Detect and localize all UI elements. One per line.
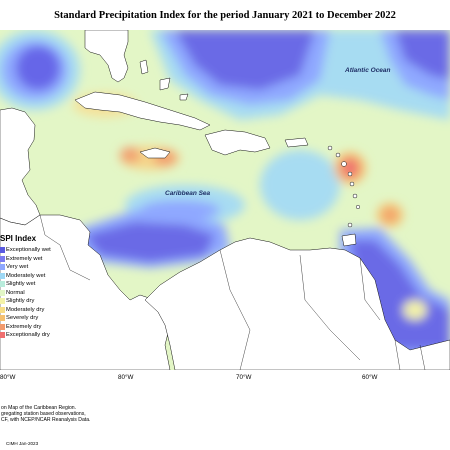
legend-item: Slightly wet	[0, 280, 70, 289]
legend-label: Extremely dry	[6, 323, 42, 330]
legend-swatch	[0, 289, 5, 296]
jamaica	[139, 147, 171, 159]
legend-item: Very wet	[0, 263, 70, 272]
lon-tick-3: 70°W	[236, 374, 252, 381]
legend-label: Moderately dry	[6, 306, 45, 313]
legend-label: Normal	[6, 289, 25, 296]
legend-swatch	[0, 255, 5, 262]
atlantic-label: Atlantic Ocean	[344, 67, 391, 74]
legend-swatch	[0, 306, 5, 313]
legend-swatch	[0, 298, 5, 304]
footnote-line-3: CF, with NCEP/NCAR Reanalysis Data.	[1, 417, 91, 424]
footnote-line-1: on Map of the Caribbean Region.	[1, 405, 77, 411]
footnote: on Map of the Caribbean Region. gregatin…	[1, 405, 90, 424]
legend: Exceptionally wet Extremely wet Very wet Mo…	[0, 246, 70, 340]
cuba	[74, 91, 211, 131]
legend-swatch	[0, 315, 5, 321]
legend-item: Extremely dry	[0, 323, 70, 332]
legend-label: Moderately wet	[6, 272, 46, 279]
legend-label: Very wet	[6, 264, 29, 270]
legend-item: Normal	[0, 289, 70, 298]
legend-item: Moderately wet	[0, 272, 70, 281]
legend-item: Exceptionally wet	[0, 246, 70, 255]
legend-item: Extremely wet	[0, 255, 70, 264]
legend-swatch	[0, 281, 5, 287]
caribbean-label: Caribbean Sea	[165, 190, 211, 197]
lon-tick-1: 80°W	[0, 374, 16, 381]
legend-title: SPI Index	[0, 234, 37, 243]
spi-field	[0, 30, 450, 360]
puerto-rico	[284, 137, 309, 148]
lon-tick-2: 80°W	[118, 374, 134, 381]
south-america	[144, 237, 450, 370]
legend-label: Extremely wet	[6, 255, 43, 262]
map-title: Standard Precipitation Index for the per…	[54, 10, 396, 21]
legend-label: Severely dry	[6, 315, 39, 321]
florida	[84, 30, 129, 83]
legend-swatch	[0, 323, 5, 330]
legend-item: Severely dry	[0, 314, 70, 323]
legend-swatch	[0, 272, 5, 279]
trinidad	[341, 233, 357, 247]
legend-label: Slightly wet	[6, 281, 36, 287]
footnote-line-2: gregating station based observations,	[1, 411, 86, 418]
hispaniola	[204, 129, 271, 156]
legend-item: Slightly dry	[0, 297, 70, 306]
central-america	[0, 214, 171, 370]
legend-item: Moderately dry	[0, 306, 70, 315]
legend-label: Exceptionally wet	[6, 247, 51, 253]
legend-label: Exceptionally dry	[6, 332, 50, 338]
legend-item: Exceptionally dry	[0, 331, 70, 340]
legend-swatch	[0, 247, 5, 253]
legend-label: Slightly dry	[6, 298, 35, 304]
borders	[39, 214, 426, 370]
lon-tick-4: 60°W	[362, 374, 378, 381]
landmasses	[0, 30, 450, 370]
legend-swatch	[0, 264, 5, 270]
credit: CIMH Jan-2023	[6, 441, 39, 446]
spi-map: Atlantic Ocean Caribbean Sea	[0, 30, 450, 370]
legend-swatch	[0, 332, 5, 338]
